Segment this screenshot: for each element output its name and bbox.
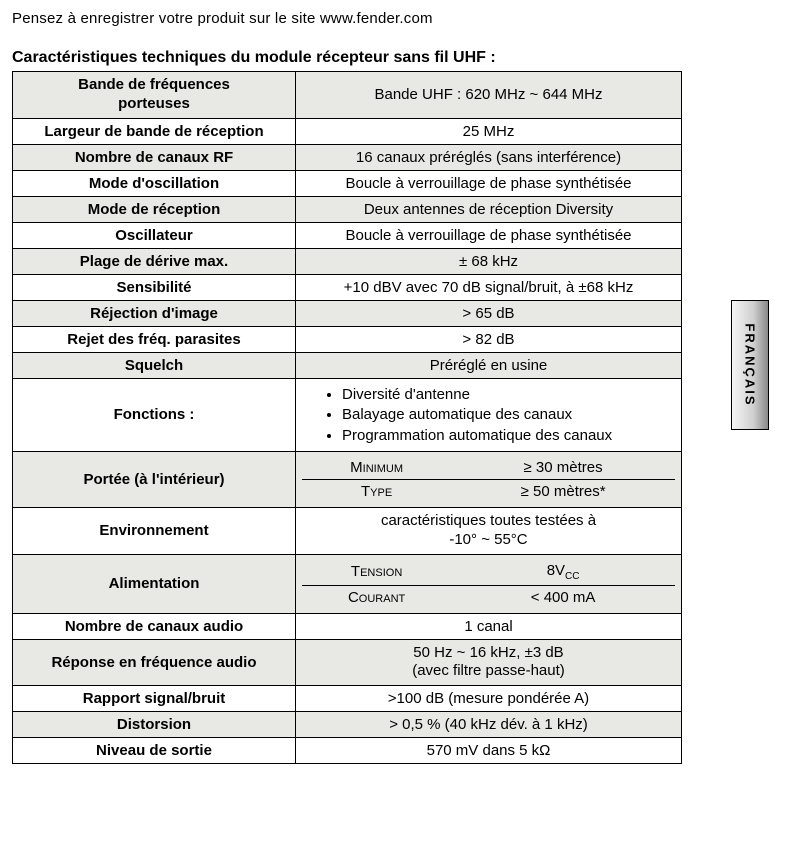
sub-value: ≥ 30 mètres xyxy=(451,456,675,480)
spec-value: +10 dBV avec 70 dB signal/bruit, à ±68 k… xyxy=(296,274,682,300)
table-row: Fonctions : Diversité d'antenne Balayage… xyxy=(13,378,682,452)
spec-label: Bande de fréquences porteuses xyxy=(13,72,296,119)
spec-label: Rapport signal/bruit xyxy=(13,686,296,712)
spec-label: Réponse en fréquence audio xyxy=(13,639,296,686)
spec-label: Rejet des fréq. parasites xyxy=(13,326,296,352)
spec-value: 50 Hz ~ 16 kHz, ±3 dB (avec filtre passe… xyxy=(296,639,682,686)
spec-label: Portée (à l'intérieur) xyxy=(13,452,296,508)
spec-value: 570 mV dans 5 kΩ xyxy=(296,738,682,764)
spec-value: >100 dB (mesure pondérée A) xyxy=(296,686,682,712)
spec-value: caractéristiques toutes testées à -10° ~… xyxy=(296,508,682,555)
table-row: Mode d'oscillation Boucle à verrouillage… xyxy=(13,170,682,196)
audio-line2: (avec filtre passe-haut) xyxy=(412,662,565,679)
spec-value: > 65 dB xyxy=(296,300,682,326)
spec-value: Diversité d'antenne Balayage automatique… xyxy=(296,378,682,452)
table-row: Largeur de bande de réception 25 MHz xyxy=(13,118,682,144)
sub-value: < 400 mA xyxy=(451,585,675,609)
table-row: Rejet des fréq. parasites > 82 dB xyxy=(13,326,682,352)
spec-value: ± 68 kHz xyxy=(296,248,682,274)
spec-heading: Caractéristiques techniques du module ré… xyxy=(12,49,775,67)
table-row: Réjection d'image > 65 dB xyxy=(13,300,682,326)
env-line1: caractéristiques toutes testées à xyxy=(381,512,596,529)
spec-value: > 82 dB xyxy=(296,326,682,352)
table-row: Sensibilité +10 dBV avec 70 dB signal/br… xyxy=(13,274,682,300)
spec-value: > 0,5 % (40 kHz dév. à 1 kHz) xyxy=(296,712,682,738)
env-line2: -10° ~ 55°C xyxy=(449,531,527,548)
spec-label: Distorsion xyxy=(13,712,296,738)
spec-label: Environnement xyxy=(13,508,296,555)
spec-label: Réjection d'image xyxy=(13,300,296,326)
spec-label: Squelch xyxy=(13,352,296,378)
table-row: Niveau de sortie 570 mV dans 5 kΩ xyxy=(13,738,682,764)
audio-line1: 50 Hz ~ 16 kHz, ±3 dB xyxy=(413,644,563,661)
language-tab: FRANÇAIS xyxy=(731,300,769,430)
table-row: Nombre de canaux RF 16 canaux préréglés … xyxy=(13,144,682,170)
spec-label: Alimentation xyxy=(13,554,296,613)
spec-label: Fonctions : xyxy=(13,378,296,452)
spec-label: Oscillateur xyxy=(13,222,296,248)
table-row: Portée (à l'intérieur) Minimum ≥ 30 mètr… xyxy=(13,452,682,508)
spec-label: Sensibilité xyxy=(13,274,296,300)
spec-label: Plage de dérive max. xyxy=(13,248,296,274)
spec-label: Mode d'oscillation xyxy=(13,170,296,196)
table-row: Bande de fréquences porteuses Bande UHF … xyxy=(13,72,682,119)
spec-value: Bande UHF : 620 MHz ~ 644 MHz xyxy=(296,72,682,119)
table-row: Distorsion > 0,5 % (40 kHz dév. à 1 kHz) xyxy=(13,712,682,738)
table-row: Mode de réception Deux antennes de récep… xyxy=(13,196,682,222)
spec-value: 25 MHz xyxy=(296,118,682,144)
table-row: Réponse en fréquence audio 50 Hz ~ 16 kH… xyxy=(13,639,682,686)
table-row: Rapport signal/bruit >100 dB (mesure pon… xyxy=(13,686,682,712)
table-row: Plage de dérive max. ± 68 kHz xyxy=(13,248,682,274)
spec-value: 16 canaux préréglés (sans interférence) xyxy=(296,144,682,170)
table-row: Squelch Préréglé en usine xyxy=(13,352,682,378)
spec-label: Largeur de bande de réception xyxy=(13,118,296,144)
spec-value: Tension 8VCC Courant < 400 mA xyxy=(296,554,682,613)
table-row: Oscillateur Boucle à verrouillage de pha… xyxy=(13,222,682,248)
sub-label: Tension xyxy=(351,563,402,580)
spec-value: Minimum ≥ 30 mètres Type ≥ 50 mètres* xyxy=(296,452,682,508)
functions-list: Diversité d'antenne Balayage automatique… xyxy=(342,385,675,446)
sub-label: Courant xyxy=(348,589,405,606)
spec-label: Mode de réception xyxy=(13,196,296,222)
spec-value: Boucle à verrouillage de phase synthétis… xyxy=(296,222,682,248)
table-row: Nombre de canaux audio 1 canal xyxy=(13,613,682,639)
table-row: Environnement caractéristiques toutes te… xyxy=(13,508,682,555)
spec-value: Préréglé en usine xyxy=(296,352,682,378)
inner-table: Tension 8VCC Courant < 400 mA xyxy=(302,559,675,609)
sub-label: Type xyxy=(361,483,392,500)
table-row: Alimentation Tension 8VCC Courant < 400 … xyxy=(13,554,682,613)
spec-label: Niveau de sortie xyxy=(13,738,296,764)
sub-value: 8VCC xyxy=(451,559,675,586)
language-tab-label: FRANÇAIS xyxy=(743,323,758,406)
inner-table: Minimum ≥ 30 mètres Type ≥ 50 mètres* xyxy=(302,456,675,503)
register-note: Pensez à enregistrer votre produit sur l… xyxy=(12,10,775,27)
spec-value: Boucle à verrouillage de phase synthétis… xyxy=(296,170,682,196)
sub-value: ≥ 50 mètres* xyxy=(451,480,675,504)
spec-table: Bande de fréquences porteuses Bande UHF … xyxy=(12,71,682,764)
spec-label: Nombre de canaux RF xyxy=(13,144,296,170)
spec-value: Deux antennes de réception Diversity xyxy=(296,196,682,222)
spec-label: Nombre de canaux audio xyxy=(13,613,296,639)
list-item: Balayage automatique des canaux xyxy=(342,405,675,425)
sub-label: Minimum xyxy=(350,459,403,476)
list-item: Programmation automatique des canaux xyxy=(342,426,675,446)
spec-value: 1 canal xyxy=(296,613,682,639)
list-item: Diversité d'antenne xyxy=(342,385,675,405)
